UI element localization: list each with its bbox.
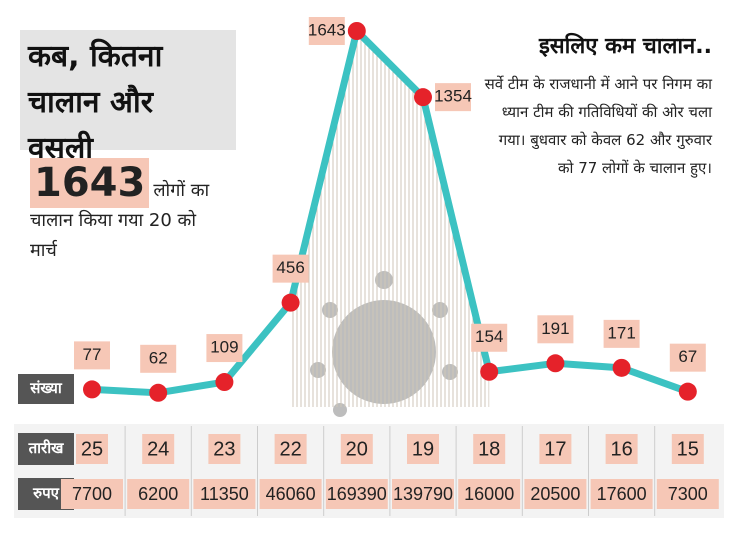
- point: [83, 380, 101, 399]
- date-bg: [407, 434, 439, 464]
- date-label: 24: [147, 438, 169, 460]
- value-label: 154: [475, 327, 503, 346]
- date-bg: [539, 434, 572, 464]
- row-label: संख्या: [29, 380, 63, 397]
- point: [281, 293, 300, 312]
- value-label: 1643: [308, 20, 346, 39]
- value-label-bg: [140, 344, 177, 373]
- amount-label: 20500: [530, 484, 580, 504]
- date-label: 23: [213, 438, 235, 460]
- point: [678, 382, 697, 401]
- amount-label: 17600: [597, 484, 647, 504]
- date-label: 17: [544, 438, 566, 460]
- amount-bg: [392, 479, 454, 509]
- point: [480, 362, 499, 381]
- point: [612, 358, 631, 377]
- date-label: 18: [478, 438, 500, 460]
- amount-bg: [458, 479, 521, 509]
- value-label: 191: [541, 319, 569, 338]
- amount-bg: [193, 479, 256, 509]
- date-label: 22: [279, 438, 301, 460]
- amount-label: 46060: [266, 484, 316, 504]
- date-bg: [340, 434, 373, 464]
- value-label-bg: [537, 315, 574, 344]
- peak-shade: [290, 31, 490, 407]
- amount-label: 7700: [72, 484, 112, 504]
- annotation-title: इसलिए कम चालान..: [538, 34, 712, 59]
- date-label: 25: [81, 438, 103, 460]
- amount-label: 11350: [200, 484, 249, 504]
- amount-label: 169390: [327, 484, 387, 504]
- point: [215, 373, 234, 392]
- amount-bg: [259, 479, 322, 509]
- point: [414, 88, 432, 107]
- amount-bg: [61, 479, 123, 509]
- value-label: 171: [607, 323, 635, 342]
- date-bg: [274, 434, 307, 464]
- date-label: 19: [412, 438, 434, 460]
- date-bg: [208, 434, 241, 464]
- row-label-bg: [18, 374, 74, 404]
- chart-title: कब, कितना चालान और वसूली: [20, 30, 236, 166]
- date-label: 15: [677, 438, 699, 460]
- value-label-bg: [272, 254, 309, 283]
- value-label-bg: [669, 343, 706, 372]
- point: [149, 383, 168, 402]
- amount-bg: [656, 479, 719, 509]
- date-label: 16: [610, 438, 632, 460]
- amount-bg: [524, 479, 587, 509]
- amount-label: 6200: [138, 484, 178, 504]
- row-label-bg: [18, 433, 74, 465]
- date-bg: [76, 434, 108, 464]
- highlight: 1643 लोगों का चालान किया गया 20 को मार्च: [30, 158, 210, 266]
- amount-label: 16000: [464, 484, 514, 504]
- amount-bg: [127, 479, 190, 509]
- date-label: 20: [346, 438, 368, 460]
- amount-label: 7300: [668, 484, 708, 504]
- point: [546, 354, 565, 373]
- highlight-text: लोगों का चालान किया गया 20 को मार्च: [30, 180, 210, 261]
- value-label: 62: [149, 348, 168, 367]
- value-label-bg: [603, 319, 640, 348]
- row-label: रुपए: [32, 485, 59, 502]
- amount-label: 139790: [393, 484, 453, 504]
- point: [347, 22, 366, 40]
- value-label-bg: [74, 341, 110, 370]
- value-label-bg: [435, 83, 471, 112]
- annotation: सर्वे टीम के राजधानी में आने पर निगम का …: [484, 75, 712, 177]
- highlight-value: 1643: [30, 158, 150, 208]
- amount-bg: [590, 479, 653, 509]
- value-label: 77: [83, 345, 102, 364]
- amount-bg: [325, 479, 388, 509]
- value-label: 109: [210, 338, 238, 357]
- value-label: 456: [276, 258, 304, 277]
- value-label: 1354: [434, 87, 472, 106]
- line: [91, 27, 689, 397]
- value-label: 67: [678, 347, 697, 366]
- date-bg: [605, 434, 638, 464]
- value-label-bg: [471, 323, 508, 352]
- date-bg: [671, 434, 704, 464]
- value-label-bg: [206, 334, 243, 363]
- value-label-bg: [308, 17, 345, 45]
- row-label: तारीख: [28, 439, 64, 457]
- date-bg: [142, 434, 175, 464]
- date-bg: [473, 434, 506, 464]
